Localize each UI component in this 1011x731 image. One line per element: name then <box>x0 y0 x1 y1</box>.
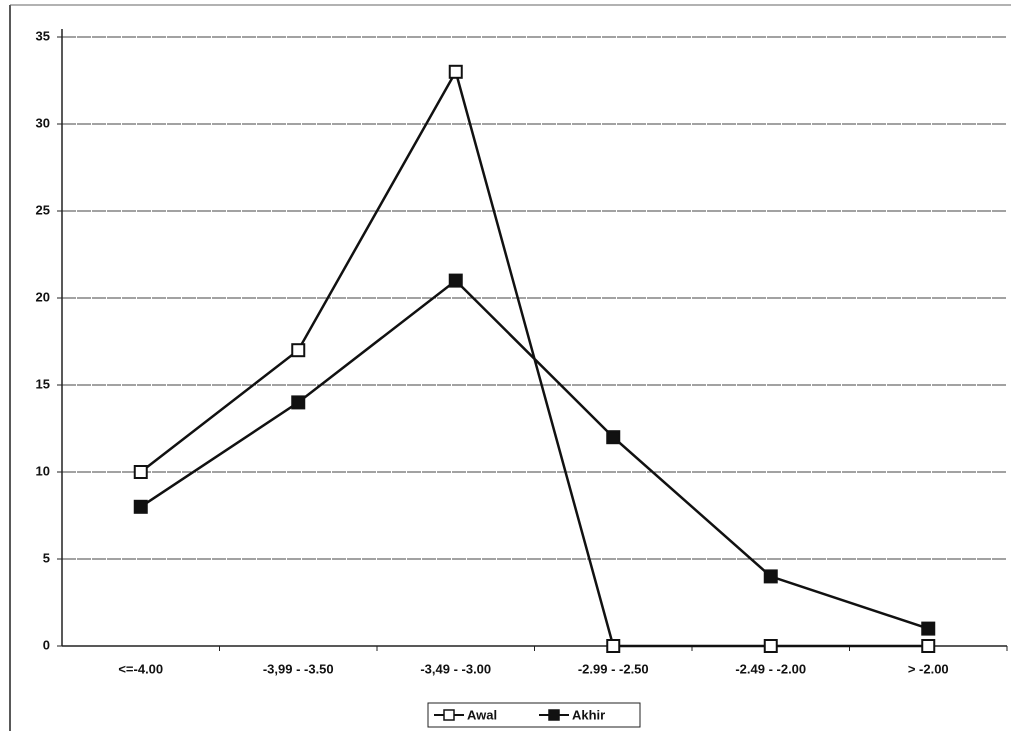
x-tick-label: <=-4.00 <box>118 661 163 676</box>
marker <box>292 344 304 356</box>
legend-label: Akhir <box>572 707 605 722</box>
y-tick-label: 10 <box>36 463 50 478</box>
y-tick-label: 20 <box>36 289 50 304</box>
legend-marker <box>444 710 454 720</box>
y-tick-label: 25 <box>36 202 50 217</box>
legend: Awal Akhir <box>428 703 640 727</box>
x-tick-label: -3,99 - -3.50 <box>263 661 334 676</box>
marker <box>765 640 777 652</box>
y-tick-label: 15 <box>36 376 50 391</box>
y-tick-label: 5 <box>43 550 50 565</box>
legend-label: Awal <box>467 707 497 722</box>
y-tick-label: 35 <box>36 28 50 43</box>
legend-marker <box>549 710 559 720</box>
x-tick-label: -3,49 - -3.00 <box>420 661 491 676</box>
marker <box>135 466 147 478</box>
y-tick-label: 0 <box>43 637 50 652</box>
marker <box>450 275 462 287</box>
x-tick-label: -2.49 - -2.00 <box>735 661 806 676</box>
chart: Awal Akhir 0 5 10 15 20 25 30 35 <=-4.00 -3,99 - -… <box>0 0 1011 731</box>
x-tick-label: -2.99 - -2.50 <box>578 661 649 676</box>
x-tick-label: > -2.00 <box>908 661 949 676</box>
marker <box>922 623 934 635</box>
marker <box>607 431 619 443</box>
marker <box>450 66 462 78</box>
marker <box>765 570 777 582</box>
y-tick-label: 30 <box>36 115 50 130</box>
marker <box>135 501 147 513</box>
series-line <box>141 281 929 629</box>
marker <box>922 640 934 652</box>
marker <box>607 640 619 652</box>
marker <box>292 396 304 408</box>
